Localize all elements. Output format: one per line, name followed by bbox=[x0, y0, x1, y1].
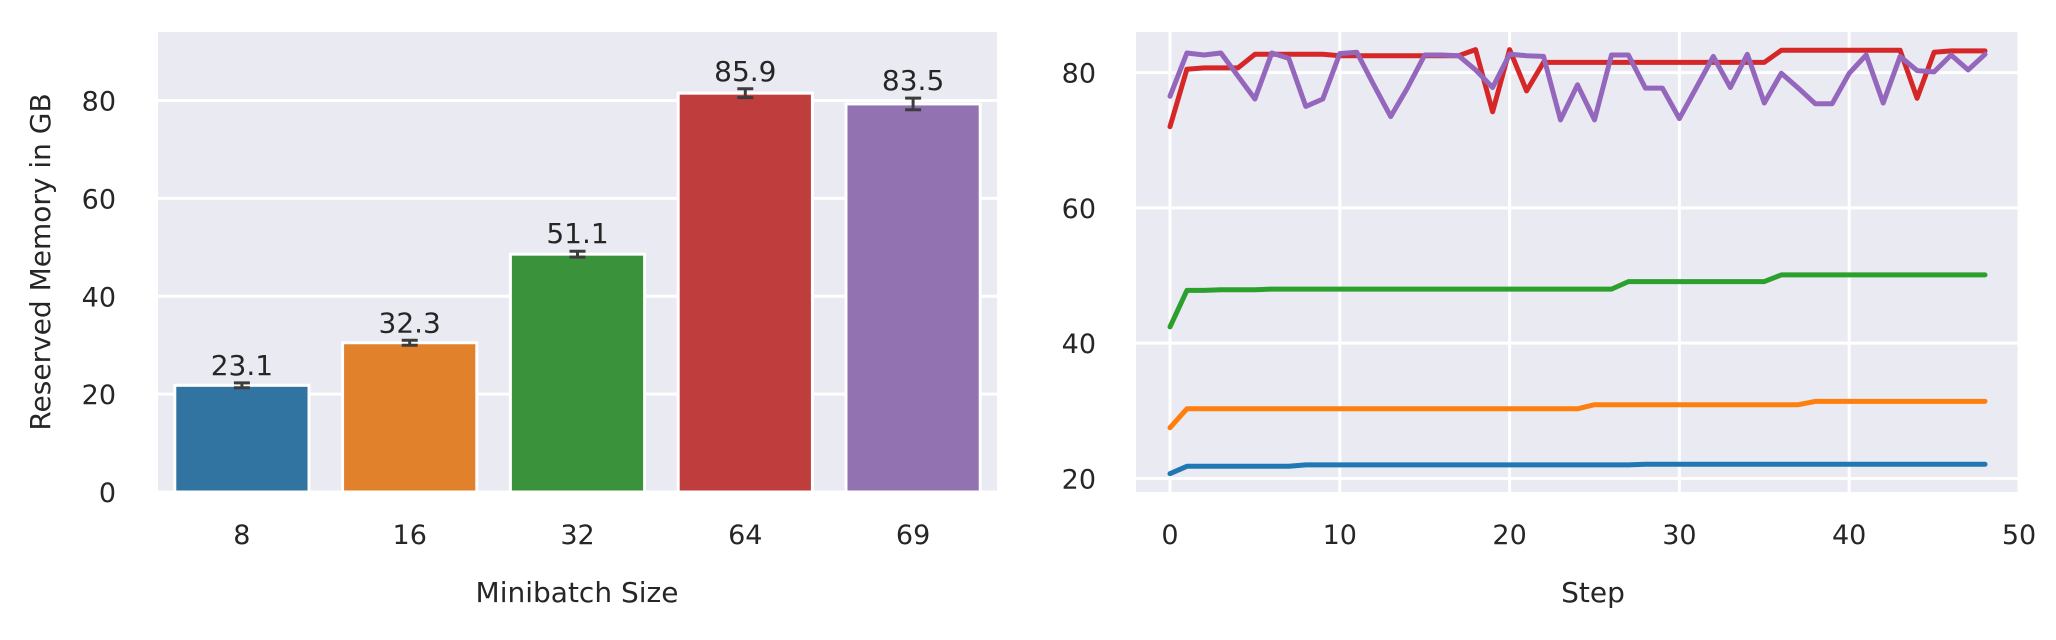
bar-x-axis-label: Minibatch Size bbox=[476, 576, 679, 609]
line-y-tick-label: 80 bbox=[1062, 59, 1096, 90]
line-x-tick-label: 30 bbox=[1662, 520, 1696, 551]
bar-value-label: 32.3 bbox=[379, 306, 441, 339]
line-x-ticks: 0 10 20 30 40 50 bbox=[1161, 520, 2036, 551]
bar-value-label: 85.9 bbox=[714, 55, 776, 88]
bar bbox=[676, 91, 814, 494]
bar-y-tick-label: 40 bbox=[82, 282, 116, 313]
bar-y-tick-label: 0 bbox=[99, 478, 116, 509]
line-x-tick-label: 20 bbox=[1492, 520, 1526, 551]
bar-x-tick-label: 64 bbox=[728, 520, 762, 551]
bar-x-tick-label: 32 bbox=[560, 520, 594, 551]
line-y-ticks: 20 40 60 80 bbox=[1062, 59, 1096, 496]
line-y-tick-label: 60 bbox=[1062, 194, 1096, 225]
line-series bbox=[1167, 461, 1988, 477]
line-x-tick-label: 0 bbox=[1161, 520, 1178, 551]
line-x-tick-label: 10 bbox=[1323, 520, 1357, 551]
line-y-tick-label: 20 bbox=[1062, 464, 1096, 495]
bar bbox=[341, 341, 479, 494]
line-series-group bbox=[1167, 47, 1988, 477]
bar bbox=[508, 252, 647, 494]
bar-x-tick-label: 8 bbox=[233, 520, 250, 551]
line-x-axis-label: Step bbox=[1561, 576, 1625, 609]
bar-y-ticks: 0 20 40 60 80 bbox=[82, 87, 116, 509]
bar-x-tick-label: 16 bbox=[393, 520, 427, 551]
bar-y-axis-label: Reserved Memory in GB bbox=[24, 93, 57, 430]
bar-y-tick-label: 60 bbox=[82, 184, 116, 215]
line-series bbox=[1167, 398, 1988, 431]
bar-x-tick-label: 69 bbox=[896, 520, 930, 551]
bar-value-label: 83.5 bbox=[882, 64, 944, 97]
bar bbox=[844, 102, 982, 494]
line-x-tick-label: 50 bbox=[2002, 520, 2036, 551]
bar-y-tick-label: 20 bbox=[82, 380, 116, 411]
bar-value-label: 23.1 bbox=[211, 349, 273, 382]
bar bbox=[173, 383, 311, 494]
bars: 23.1 32.3 51.1 85.9 83.5 bbox=[173, 55, 982, 494]
bar-chart: 23.1 32.3 51.1 85.9 83.5 0 20 40 60 80 8 16 32 64 69… bbox=[24, 32, 997, 609]
line-series bbox=[1167, 272, 1988, 330]
line-series bbox=[1167, 49, 1988, 123]
bar-x-ticks: 8 16 32 64 69 bbox=[233, 520, 930, 551]
line-gridlines bbox=[1136, 32, 2021, 492]
bar-value-label: 51.1 bbox=[546, 217, 608, 250]
line-plot-area bbox=[1136, 32, 2019, 492]
line-y-tick-label: 40 bbox=[1062, 329, 1096, 360]
line-x-tick-label: 40 bbox=[1832, 520, 1866, 551]
line-chart: 20 40 60 80 0 10 20 30 40 50 Step bbox=[1062, 32, 2036, 609]
line-series bbox=[1167, 47, 1988, 130]
bar-y-tick-label: 80 bbox=[82, 87, 116, 118]
